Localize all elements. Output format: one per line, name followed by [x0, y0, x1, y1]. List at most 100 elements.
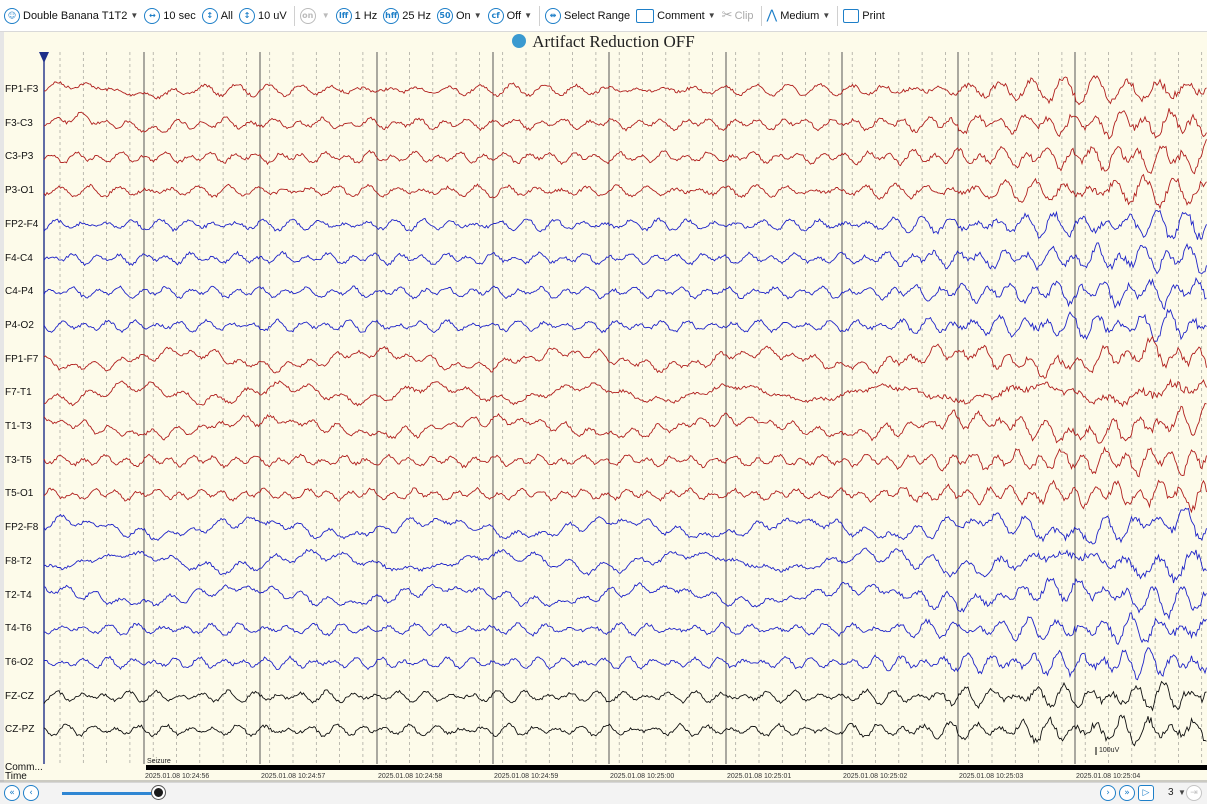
left-scrollbar[interactable]	[0, 32, 4, 782]
channel-label: P4-O2	[5, 319, 34, 331]
chevron-down-icon: ▼	[321, 11, 330, 20]
lff-label: 1 Hz	[354, 9, 378, 22]
eeg-trace	[43, 139, 1207, 175]
eeg-trace	[43, 378, 1207, 408]
position-slider-handle[interactable]	[152, 786, 165, 799]
select-range-button[interactable]: ⇹ Select Range	[543, 5, 632, 27]
montage-label: Double Banana T1T2	[23, 9, 128, 22]
page-title: Artifact Reduction OFF	[0, 32, 1207, 52]
eeg-trace	[43, 577, 1207, 621]
select-range-label: Select Range	[564, 9, 631, 22]
toolbar-separator	[539, 5, 541, 26]
waveform-icon: ⋀	[766, 8, 778, 23]
chevron-down-icon: ▼	[707, 11, 716, 20]
next-page-icon[interactable]: ›	[1100, 785, 1116, 801]
channel-label: FP1-F3	[5, 84, 39, 95]
eeg-trace	[43, 479, 1207, 514]
eeg-trace	[43, 308, 1207, 342]
channel-label: FP2-F4	[5, 218, 39, 230]
montage-dropdown[interactable]: ☺ Double Banana T1T2 ▼	[2, 5, 140, 27]
channel-label: F3-C3	[5, 117, 33, 129]
time-label: 2025.01.08 10:25:02	[843, 773, 907, 780]
timebase-button[interactable]: ↔ 10 sec	[142, 5, 197, 27]
time-track-label: Time	[5, 771, 27, 782]
timebase-label: 10 sec	[163, 9, 196, 22]
notch-dropdown[interactable]: 50 On ▼	[435, 5, 484, 27]
hff-label: 25 Hz	[402, 9, 431, 22]
eeg-trace	[43, 680, 1207, 712]
toolbar: ☺ Double Banana T1T2 ▼ ↔ 10 sec ↕ All ↕ …	[0, 0, 1207, 32]
clip-button[interactable]: ✂ Clip	[720, 5, 756, 27]
time-label: 2025.01.08 10:25:00	[610, 773, 674, 780]
eeg-trace	[43, 335, 1207, 379]
comment-icon	[636, 8, 655, 23]
filter-toggle-icon: on	[299, 7, 316, 24]
sensitivity-label: 10 uV	[257, 9, 287, 22]
toolbar-separator	[760, 5, 762, 26]
eeg-trace	[43, 612, 1207, 646]
channel-label: T1-T3	[5, 421, 32, 432]
eeg-trace	[43, 446, 1207, 478]
title-text: Artifact Reduction OFF	[532, 32, 695, 51]
channel-label: F7-T1	[5, 387, 32, 399]
channel-label: FP1-F7	[5, 353, 39, 365]
previous-page-icon[interactable]: ‹	[23, 785, 39, 801]
eeg-trace	[43, 402, 1207, 444]
time-label: 2025.01.08 10:24:56	[145, 773, 209, 780]
vertical-arrows-icon: ↕	[238, 7, 255, 24]
position-slider-track[interactable]	[62, 792, 162, 795]
cf-label: Off	[506, 9, 522, 22]
toolbar-separator	[837, 5, 839, 26]
notch-icon: 50	[437, 7, 453, 24]
eeg-trace	[43, 75, 1207, 106]
speed-label: Medium	[780, 9, 820, 22]
eeg-trace	[43, 173, 1207, 210]
channels-button[interactable]: ↕ All	[200, 5, 235, 27]
eeg-trace	[43, 276, 1207, 311]
eeg-trace	[43, 108, 1207, 140]
time-label: 2025.01.08 10:24:58	[378, 773, 442, 780]
low-filter-icon: lff	[335, 7, 352, 24]
time-label: 2025.01.08 10:25:03	[959, 773, 1023, 780]
skip-icon[interactable]: ⇥	[1186, 785, 1202, 801]
chevron-down-icon: ▼	[524, 11, 533, 20]
printer-icon	[843, 8, 860, 23]
eeg-trace	[43, 242, 1207, 275]
channel-label: CZ-PZ	[5, 724, 35, 736]
channel-label: T5-O1	[5, 488, 34, 500]
first-page-icon[interactable]: «	[4, 785, 20, 801]
channel-label: FZ-CZ	[5, 690, 34, 702]
channel-label: T2-T4	[5, 589, 32, 601]
last-page-icon[interactable]: »	[1119, 785, 1135, 801]
time-label: 2025.01.08 10:24:59	[494, 773, 558, 780]
eeg-trace	[43, 507, 1207, 545]
cf-icon: cf	[487, 7, 504, 24]
comment-dropdown[interactable]: Comment ▼	[634, 5, 718, 27]
seizure-label: Seizure	[147, 758, 171, 765]
vertical-arrows-icon: ↕	[201, 7, 218, 24]
clip-label: Clip	[734, 9, 754, 22]
channel-label: P3-O1	[5, 185, 34, 197]
sensitivity-button[interactable]: ↕ 10 uV	[237, 5, 289, 27]
chevron-down-icon: ▼	[473, 11, 482, 20]
play-icon[interactable]: ▷	[1138, 785, 1154, 801]
seizure-bar	[146, 765, 1207, 770]
notch-label: On	[456, 9, 471, 22]
channel-label: F8-T2	[5, 555, 32, 567]
scale-bar-label: 100uV	[1099, 747, 1120, 754]
print-button[interactable]: Print	[841, 5, 887, 27]
channel-label: C3-P3	[5, 151, 34, 163]
lff-button[interactable]: lff 1 Hz	[334, 5, 380, 27]
cf-dropdown[interactable]: cf Off ▼	[486, 5, 534, 27]
disabled-filter-button[interactable]: on ▼	[298, 5, 332, 27]
eeg-traces[interactable]: 100uV Comm...Time Seizure 2025.01.08 10:24:…	[0, 32, 1207, 782]
scissors-icon: ✂	[721, 8, 733, 23]
hff-button[interactable]: hff 25 Hz	[381, 5, 433, 27]
speed-dropdown[interactable]: ⋀ Medium ▼	[765, 5, 833, 27]
cursor-marker-icon	[39, 52, 49, 63]
print-label: Print	[862, 9, 885, 22]
eeg-trace	[43, 547, 1207, 584]
chevron-down-icon[interactable]: ▼	[1178, 788, 1186, 797]
channel-label: C4-P4	[5, 286, 34, 298]
brain-icon	[512, 34, 527, 48]
